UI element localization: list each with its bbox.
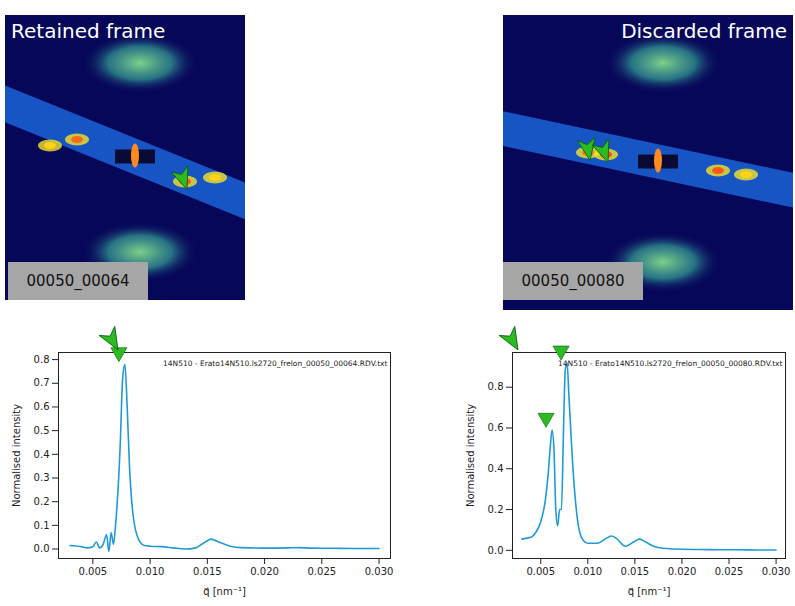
svg-text:0.030: 0.030 [365, 566, 394, 577]
svg-text:0.8: 0.8 [488, 381, 504, 392]
svg-text:0.0: 0.0 [488, 545, 504, 556]
svg-text:0.015: 0.015 [621, 566, 650, 577]
svg-text:14N510 - Erato14N510.ls2720_fr: 14N510 - Erato14N510.ls2720_frelon_00050… [558, 359, 783, 368]
svg-text:0.005: 0.005 [526, 566, 555, 577]
svg-text:0.4: 0.4 [34, 449, 50, 460]
svg-text:0.020: 0.020 [250, 566, 279, 577]
svg-text:0.6: 0.6 [34, 401, 50, 412]
svg-text:0.3: 0.3 [34, 472, 50, 483]
svg-text:q⃗ [nm⁻¹]: q⃗ [nm⁻¹] [628, 586, 671, 597]
html-text:Retained frame: Retained frame [11, 19, 166, 43]
svg-text:0.025: 0.025 [307, 566, 336, 577]
svg-text:0.030: 0.030 [762, 566, 791, 577]
svg-text:0.005: 0.005 [79, 566, 108, 577]
svg-text:0.015: 0.015 [193, 566, 222, 577]
svg-text:0.8: 0.8 [34, 354, 50, 365]
svg-text:0.2: 0.2 [488, 504, 504, 515]
svg-text:0.5: 0.5 [34, 425, 50, 436]
svg-text:0.6: 0.6 [488, 422, 504, 433]
svg-text:Normalised intensity: Normalised intensity [11, 404, 22, 507]
svg-text:0.010: 0.010 [573, 566, 602, 577]
svg-text:0.020: 0.020 [668, 566, 697, 577]
svg-text:0.2: 0.2 [34, 496, 50, 507]
svg-text:0.1: 0.1 [34, 520, 50, 531]
html-text:00050_00064: 00050_00064 [26, 272, 130, 290]
svg-text:0.025: 0.025 [715, 566, 744, 577]
svg-text:14N510 - Erato14N510.ls2720_fr: 14N510 - Erato14N510.ls2720_frelon_00050… [163, 359, 388, 368]
html-text:Discarded frame: Discarded frame [621, 19, 787, 43]
svg-text:Normalised intensity: Normalised intensity [465, 404, 476, 507]
html-text:00050_00080: 00050_00080 [521, 272, 625, 290]
svg-text:0.010: 0.010 [136, 566, 165, 577]
svg-text:0.0: 0.0 [34, 543, 50, 554]
svg-text:0.7: 0.7 [34, 377, 50, 388]
svg-text:0.4: 0.4 [488, 463, 504, 474]
svg-text:q⃗ [nm⁻¹]: q⃗ [nm⁻¹] [203, 586, 246, 597]
